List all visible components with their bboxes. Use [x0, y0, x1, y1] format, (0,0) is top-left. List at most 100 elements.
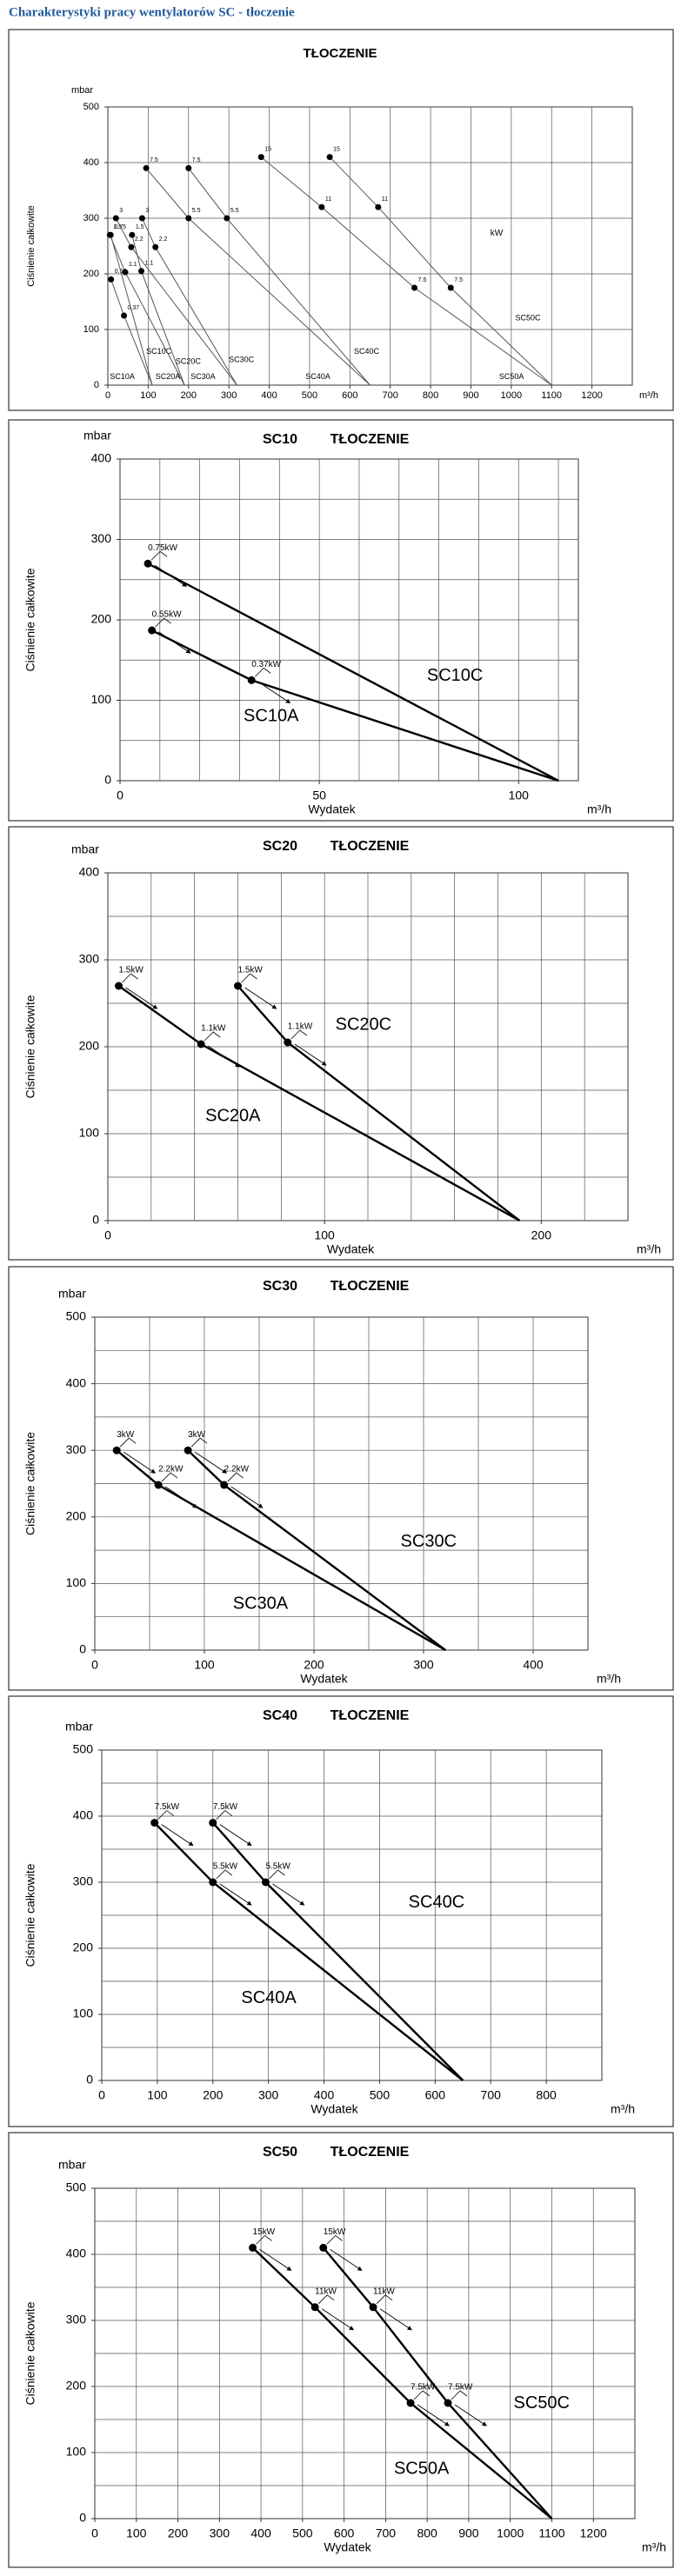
power-label: 1.1kW — [288, 1022, 313, 1032]
curve — [151, 629, 559, 782]
x-tick-label: 600 — [334, 2526, 355, 2540]
operating-point — [234, 982, 242, 990]
operating-point — [224, 215, 230, 222]
power-bracket — [190, 1437, 208, 1448]
y-tick-label: 400 — [79, 865, 100, 879]
x-tick-label: 200 — [181, 390, 197, 401]
operating-point — [319, 2243, 328, 2252]
power-label: 2.2 — [135, 236, 144, 243]
power-label: 7.5 — [418, 277, 427, 283]
operating-point — [144, 559, 152, 568]
x-axis-label: Wydatek — [310, 2102, 358, 2116]
y-axis-label: Ciśnienie całkowite — [23, 995, 37, 1098]
curve — [109, 235, 185, 386]
x-tick-label: 900 — [458, 2526, 479, 2540]
x-unit: m³/h — [611, 2102, 635, 2116]
chart-title: TŁOCZENIE — [330, 1279, 410, 1294]
x-axis-label: Wydatek — [300, 1672, 348, 1686]
power-arrow — [294, 1043, 327, 1066]
power-arrow — [330, 2249, 363, 2271]
operating-point — [375, 203, 382, 210]
chart-title: TŁOCZENIE — [304, 46, 377, 61]
power-bracket — [204, 1031, 221, 1042]
operating-point — [106, 231, 113, 238]
operating-point — [112, 215, 119, 222]
power-label: 2.2kW — [158, 1465, 184, 1474]
power-label: 0.75 — [114, 224, 126, 230]
x-tick-label: 0 — [104, 1228, 111, 1242]
chart-title: TŁOCZENIE — [330, 2145, 410, 2160]
x-tick-label: 1100 — [541, 390, 562, 401]
curve — [329, 156, 552, 386]
y-tick-label: 200 — [66, 2379, 87, 2393]
operating-point — [411, 284, 418, 291]
power-bracket — [161, 1472, 178, 1482]
operating-point — [247, 676, 256, 684]
power-label: 2.2kW — [224, 1465, 250, 1474]
y-tick-label: 0 — [104, 773, 111, 787]
curve — [117, 985, 520, 1222]
y-tick-label: 300 — [91, 531, 112, 545]
y-tick-label: 100 — [66, 2445, 87, 2459]
operating-point — [310, 2303, 319, 2312]
operating-point — [128, 243, 135, 250]
power-arrow — [219, 1824, 252, 1847]
y-unit: mbar — [83, 429, 111, 443]
curve-label: SC30C — [401, 1532, 457, 1551]
y-tick-label: 500 — [66, 2180, 87, 2194]
x-tick-label: 300 — [413, 1658, 434, 1672]
power-label: 0.37kW — [251, 660, 281, 669]
power-bracket — [122, 973, 138, 983]
x-unit: m³/h — [597, 1672, 621, 1686]
x-tick-label: 0 — [98, 2088, 105, 2102]
y-tick-label: 300 — [66, 1442, 87, 1456]
curve-label: SC20C — [176, 356, 202, 365]
power-label: 1.1 — [144, 261, 153, 267]
operating-point — [150, 1819, 159, 1827]
operating-point — [284, 1038, 292, 1047]
power-arrow — [158, 631, 191, 654]
power-label: 11 — [325, 196, 331, 203]
operating-point — [257, 154, 264, 161]
x-tick-label: 1200 — [581, 390, 602, 401]
power-label: 11 — [382, 196, 388, 203]
y-tick-label: 200 — [83, 269, 99, 279]
x-tick-label: 100 — [126, 2526, 147, 2540]
curve — [251, 2247, 553, 2519]
operating-point — [220, 1481, 229, 1489]
curve — [211, 1821, 464, 2081]
y-tick-label: 100 — [91, 692, 112, 706]
power-bracket — [451, 2390, 468, 2400]
x-tick-label: 500 — [302, 390, 317, 401]
operating-point — [138, 215, 145, 222]
y-tick-label: 200 — [66, 1509, 87, 1523]
power-label: 7.5 — [192, 157, 201, 163]
x-tick-label: 400 — [261, 390, 277, 401]
x-unit: m³/h — [639, 390, 658, 401]
curve — [110, 235, 153, 386]
operating-point — [185, 215, 192, 222]
operating-point — [447, 284, 454, 291]
power-bracket — [256, 2234, 272, 2245]
x-tick-label: 600 — [425, 2088, 446, 2102]
power-arrow — [321, 2308, 355, 2331]
operating-point — [406, 2399, 415, 2407]
operating-point — [209, 1819, 217, 1827]
curve-label: SC10A — [244, 706, 299, 725]
power-bracket — [150, 550, 168, 561]
power-bracket — [241, 973, 257, 983]
x-tick-label: 400 — [250, 2526, 271, 2540]
y-tick-label: 500 — [83, 102, 99, 112]
power-arrow — [259, 2249, 292, 2271]
curve — [147, 562, 559, 782]
x-tick-label: 50 — [312, 789, 326, 802]
y-axis-label: Ciśnienie całkowite — [26, 205, 37, 287]
power-label: 0.55kW — [152, 610, 182, 620]
operating-point — [184, 1446, 192, 1454]
operating-point — [143, 164, 150, 171]
y-tick-label: 300 — [79, 952, 100, 966]
operating-point — [121, 312, 128, 319]
operating-point — [261, 1878, 270, 1887]
operating-point — [209, 1878, 217, 1887]
curve-label: SC30C — [229, 356, 255, 364]
